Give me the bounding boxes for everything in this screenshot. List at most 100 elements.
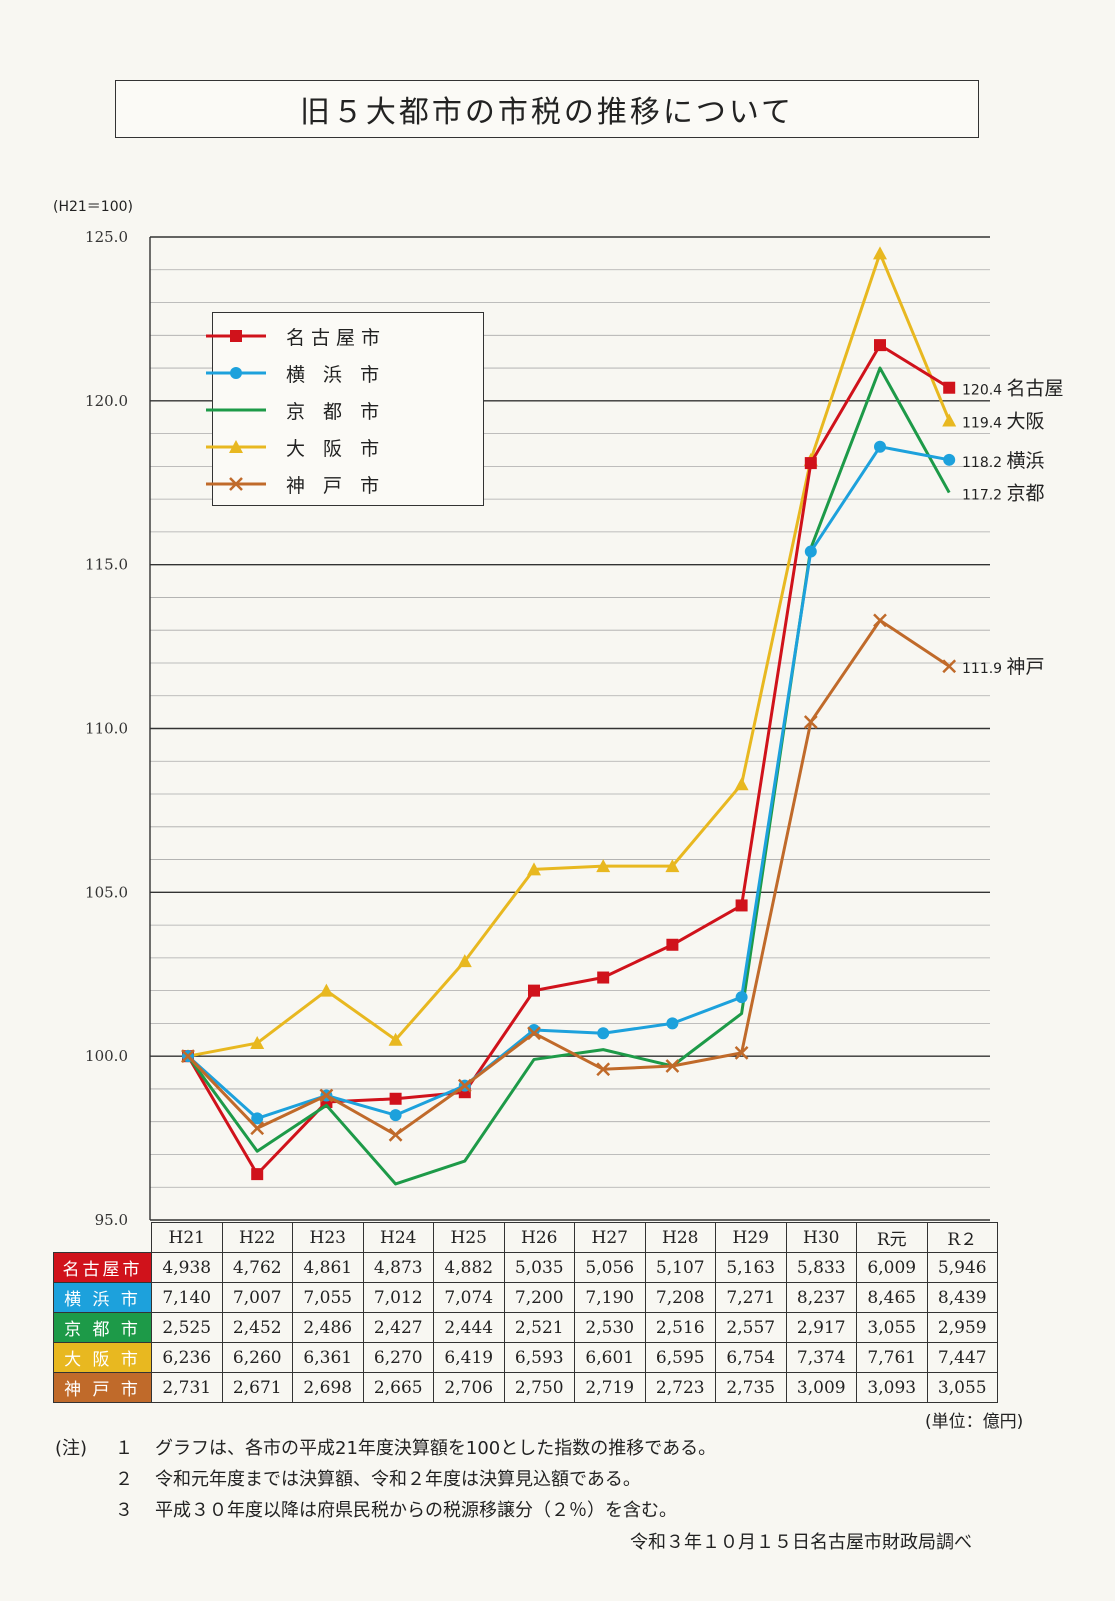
data-point [457,1078,472,1093]
title-text: 旧５大都市の市税の推移について [299,95,795,130]
data-point [804,457,817,470]
data-point [527,862,541,876]
table-cell: 2,444 [433,1312,505,1343]
table-cell: 2,750 [503,1372,575,1403]
data-point [597,1027,610,1040]
table-cell: 2,486 [292,1312,364,1343]
data-point [250,1036,265,1050]
data-point [874,440,886,453]
table-city-cell: 神 戸 市 [53,1372,152,1403]
table-cell: 6,419 [433,1342,505,1373]
series-line [186,366,951,1186]
table-city-cell: 横 浜 市 [53,1282,152,1313]
table-city-cell: 大 阪 市 [53,1342,152,1373]
table-header: H26 [503,1222,575,1253]
legend-label-osaka: 大 阪 市 [286,437,386,460]
table-cell: 3,009 [785,1372,857,1403]
y-tick-label: 125.0 [85,228,128,246]
data-point [735,991,748,1004]
y-tick-label: 120.0 [85,392,128,410]
table-city-cell: 名古屋市 [53,1252,152,1283]
table-cell: 2,735 [715,1372,787,1403]
series-line [187,251,951,1058]
legend-marker-nagoya [206,330,266,342]
data-point [873,613,887,628]
table-header: H21 [151,1222,223,1253]
y-tick-label: 115.0 [85,556,128,574]
table-cell: 8,465 [856,1282,928,1313]
data-point [942,659,957,674]
data-table: H21 H22 H23 H24 H25 H26 H27 H28 H29 H30 … [53,1222,998,1403]
table-cell: 7,140 [151,1282,223,1313]
table-header: H25 [433,1222,505,1253]
table-cell: 7,007 [221,1282,293,1313]
data-point [943,453,956,466]
table-cell: 3,055 [926,1372,998,1403]
data-point [388,1127,403,1142]
table-cell: 2,671 [221,1372,293,1403]
table-cell: 7,074 [433,1282,505,1313]
table-cell: 6,754 [715,1342,787,1373]
table-city-cell: 京 都 市 [53,1312,152,1343]
data-point [734,777,749,791]
data-point [528,1023,540,1036]
data-point [873,246,887,260]
legend-item-yokohama: 横 浜 市 [206,360,386,386]
end-label: 117.2 京都 [962,483,1045,505]
table-cell: 6,009 [856,1252,928,1283]
table-cell: 2,719 [574,1372,646,1403]
table-header: H27 [574,1222,646,1253]
data-point [735,899,748,912]
table-header-row: H21 H22 H23 H24 H25 H26 H27 H28 H29 H30 … [54,1222,998,1253]
legend-label-kobe: 神 戸 市 [286,474,386,497]
end-label: 118.2 横浜 [962,450,1045,472]
note-text: グラフは、各市の平成21年度決算額を100とした指数の推移である。 [155,1438,717,1459]
table-body: 名古屋市 4,938 4,762 4,861 4,873 4,882 5,035 5,056 5… [53,1252,998,1403]
table-cell: 7,374 [785,1342,857,1373]
table-cell: 6,593 [503,1342,575,1373]
data-point [457,954,472,968]
legend-marker-yokohama [206,367,266,379]
note-item: ３ 平成３０年度以降は府県民税からの税源移譲分（２％）を含む。 [55,1495,716,1526]
data-point [804,545,817,558]
table-cell: 6,595 [644,1342,716,1373]
table-cell: 2,452 [221,1312,293,1343]
table-cell: 6,270 [362,1342,434,1373]
table-cell: 2,427 [362,1312,434,1343]
table-header: H23 [292,1222,364,1253]
table-header: R元 [856,1222,928,1253]
table-cell: 6,361 [292,1342,364,1373]
line-chart: 95.0 100.0 105.0 110.0 115.0 120.0 125.0 120.4… [85,228,1064,1229]
data-point [665,1059,680,1073]
data-point [251,1112,264,1125]
table-cell: 2,698 [292,1372,364,1403]
legend-label-yokohama: 横 浜 市 [286,363,386,386]
table-cell: 2,516 [644,1312,716,1343]
y-tick-label: 95.0 [95,1211,128,1229]
table-cell: 4,873 [362,1252,434,1283]
series-2 [186,366,951,1186]
table-cell: 2,723 [644,1372,716,1403]
data-point [803,715,818,729]
chart-grid [149,236,990,1221]
legend-label-nagoya: 名古屋市 [286,326,387,349]
table-row: 名古屋市 4,938 4,762 4,861 4,873 4,882 5,035 5,056 5… [53,1252,998,1283]
data-point [181,1049,195,1064]
series-1 [182,440,956,1125]
data-point [734,1046,749,1060]
note-number: ３ [115,1500,133,1521]
table-cell: 7,200 [503,1282,575,1313]
y-tick-label: 110.0 [85,720,128,738]
table-cell: 4,882 [433,1252,505,1283]
data-point [666,1017,679,1030]
table-cell: 2,917 [785,1312,857,1343]
data-point [665,859,680,873]
notes: (注) １ グラフは、各市の平成21年度決算額を100とした指数の推移である。 … [55,1433,716,1526]
table-cell: 7,012 [362,1282,434,1313]
end-label: 120.4 名古屋 [962,378,1064,400]
table-cell: 4,938 [151,1252,223,1283]
legend-item-kyoto: 京 都 市 [206,397,385,423]
table-header: H30 [785,1222,857,1253]
table-row: 大 阪 市 6,236 6,260 6,361 6,270 6,419 6,593 6,601… [53,1342,998,1373]
table-cell: 4,861 [292,1252,364,1283]
